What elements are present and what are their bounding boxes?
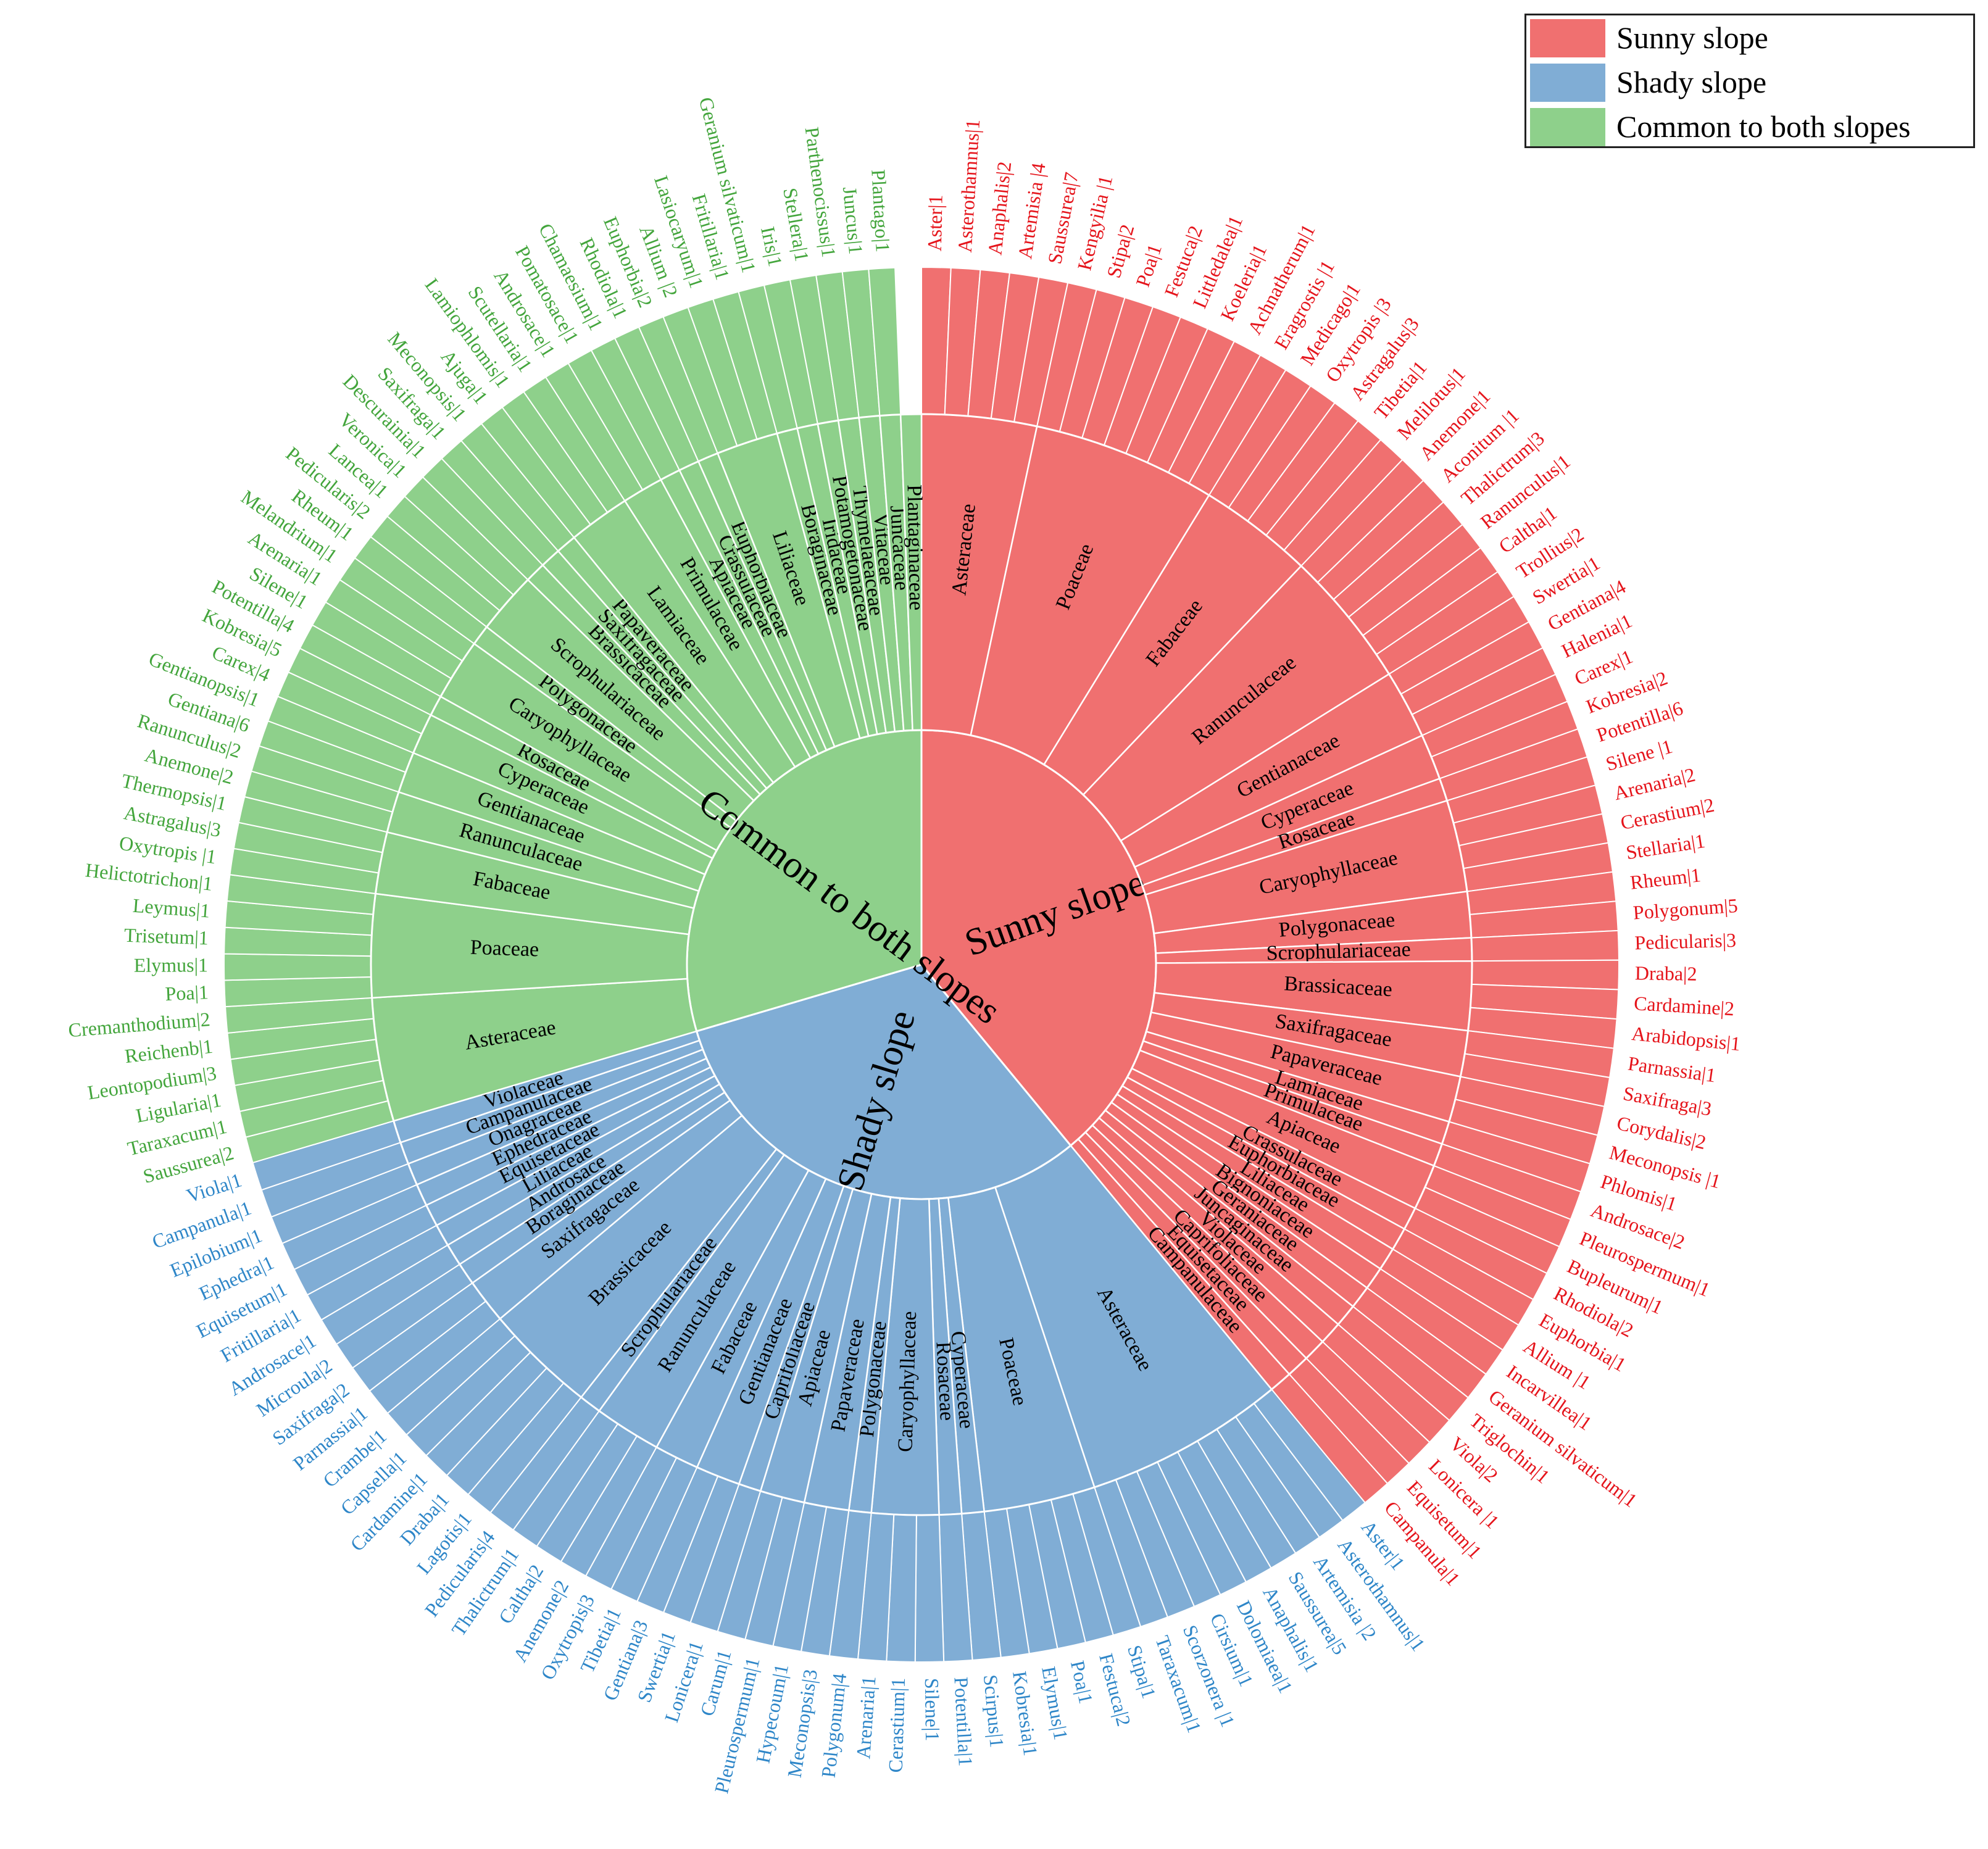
ring-outline-1 xyxy=(370,413,1473,1516)
genus-label-common-to-both-slopes-trisetum: Trisetum|1 xyxy=(123,924,209,949)
genus-label-sunny-slope-pedicularis: Pedicularis|3 xyxy=(1634,929,1737,954)
genus-label-sunny-slope-saxifraga: Saxifraga|3 xyxy=(1621,1082,1713,1120)
ring-outline-0 xyxy=(686,729,1157,1200)
genus-label-shady-slope-silene: Silene|1 xyxy=(921,1678,944,1742)
genus-label-shady-slope-scirpus: Scirpus|1 xyxy=(979,1674,1009,1748)
legend-label-common: Common to both slopes xyxy=(1616,109,1911,144)
genus-label-sunny-slope-asterothamnus: Asterothamnus|1 xyxy=(954,118,984,253)
genus-label-common-to-both-slopes-leymus: Leymus|1 xyxy=(132,894,211,922)
genus-label-shady-slope-cerastium: Cerastium|1 xyxy=(884,1677,910,1773)
legend-item-common: Common to both slopes xyxy=(1526,106,1973,149)
genus-label-sunny-slope-stellaria: Stellaria|1 xyxy=(1624,829,1707,863)
family-label-common-to-both-slopes-plantaginaceae: Plantaginaceae xyxy=(902,484,928,611)
genus-label-sunny-slope-anaphalis: Anaphalis|2 xyxy=(983,160,1015,256)
genus-label-common-to-both-slopes-juncus: Juncus|1 xyxy=(839,186,867,255)
genus-label-sunny-slope-poa: Poa|1 xyxy=(1131,241,1166,289)
legend-swatch-sunny xyxy=(1530,19,1605,57)
genus-label-shady-slope-potentilla: Potentilla|1 xyxy=(950,1676,977,1767)
genus-label-common-to-both-slopes-poa: Poa|1 xyxy=(165,981,209,1005)
legend-item-sunny: Sunny slope xyxy=(1526,17,1973,60)
legend: Sunny slope Shady slope Common to both s… xyxy=(1524,14,1975,148)
genus-label-sunny-slope-arabidopsis: Arabidopsis|1 xyxy=(1631,1022,1742,1055)
genus-label-shady-slope-elymus: Elymus|1 xyxy=(1038,1664,1072,1742)
genus-label-common-to-both-slopes-elymus: Elymus|1 xyxy=(134,954,208,976)
genus-label-sunny-slope-cardamine: Cardamine|2 xyxy=(1633,992,1735,1020)
family-label-sunny-slope-scrophulariaceae: Scrophulariaceae xyxy=(1266,938,1411,965)
genus-label-sunny-slope-rheum: Rheum|1 xyxy=(1629,863,1702,894)
genus-label-shady-slope-poa: Poa|1 xyxy=(1067,1658,1097,1706)
genus-label-sunny-slope-artemisia: Artemisia |4 xyxy=(1013,162,1050,260)
family-label-shady-slope-caryophyllaceae: Caryophyllaceae xyxy=(894,1311,921,1452)
genus-label-sunny-slope-draba: Draba|2 xyxy=(1635,962,1697,984)
genus-label-shady-slope-polygonum: Polygonum|4 xyxy=(817,1672,851,1779)
genus-label-common-to-both-slopes-reichenb: Reichenb|1 xyxy=(123,1035,214,1068)
genus-label-common-to-both-slopes-plantago: Plantago|1 xyxy=(867,168,894,252)
genus-label-common-to-both-slopes-iris: Iris|1 xyxy=(757,225,787,268)
genus-label-sunny-slope-stipa: Stipa|2 xyxy=(1102,222,1139,281)
family-label-common-to-both-slopes-poaceae: Poaceae xyxy=(470,936,539,962)
legend-item-shady: Shady slope xyxy=(1526,61,1973,104)
legend-swatch-shady xyxy=(1530,64,1605,102)
genus-label-common-to-both-slopes-cremanthodium: Cremanthodium|2 xyxy=(67,1008,211,1041)
genus-sector-shady-slope-silene xyxy=(914,1514,945,1663)
genus-label-sunny-slope-parnassia: Parnassia|1 xyxy=(1626,1052,1717,1087)
genus-label-sunny-slope-aster: Aster|1 xyxy=(923,194,947,251)
genus-label-shady-slope-stipa: Stipa|1 xyxy=(1123,1642,1160,1701)
genus-label-sunny-slope-polygonum: Polygonum|5 xyxy=(1632,894,1739,924)
legend-swatch-common xyxy=(1530,108,1605,146)
genus-label-shady-slope-kobresia: Kobresia|1 xyxy=(1009,1670,1042,1758)
genus-label-shady-slope-arenaria: Arenaria|1 xyxy=(852,1676,880,1760)
legend-label-sunny: Sunny slope xyxy=(1616,20,1768,55)
legend-label-shady: Shady slope xyxy=(1616,65,1767,99)
genus-sector-common-to-both-slopes-elymus xyxy=(223,953,372,981)
